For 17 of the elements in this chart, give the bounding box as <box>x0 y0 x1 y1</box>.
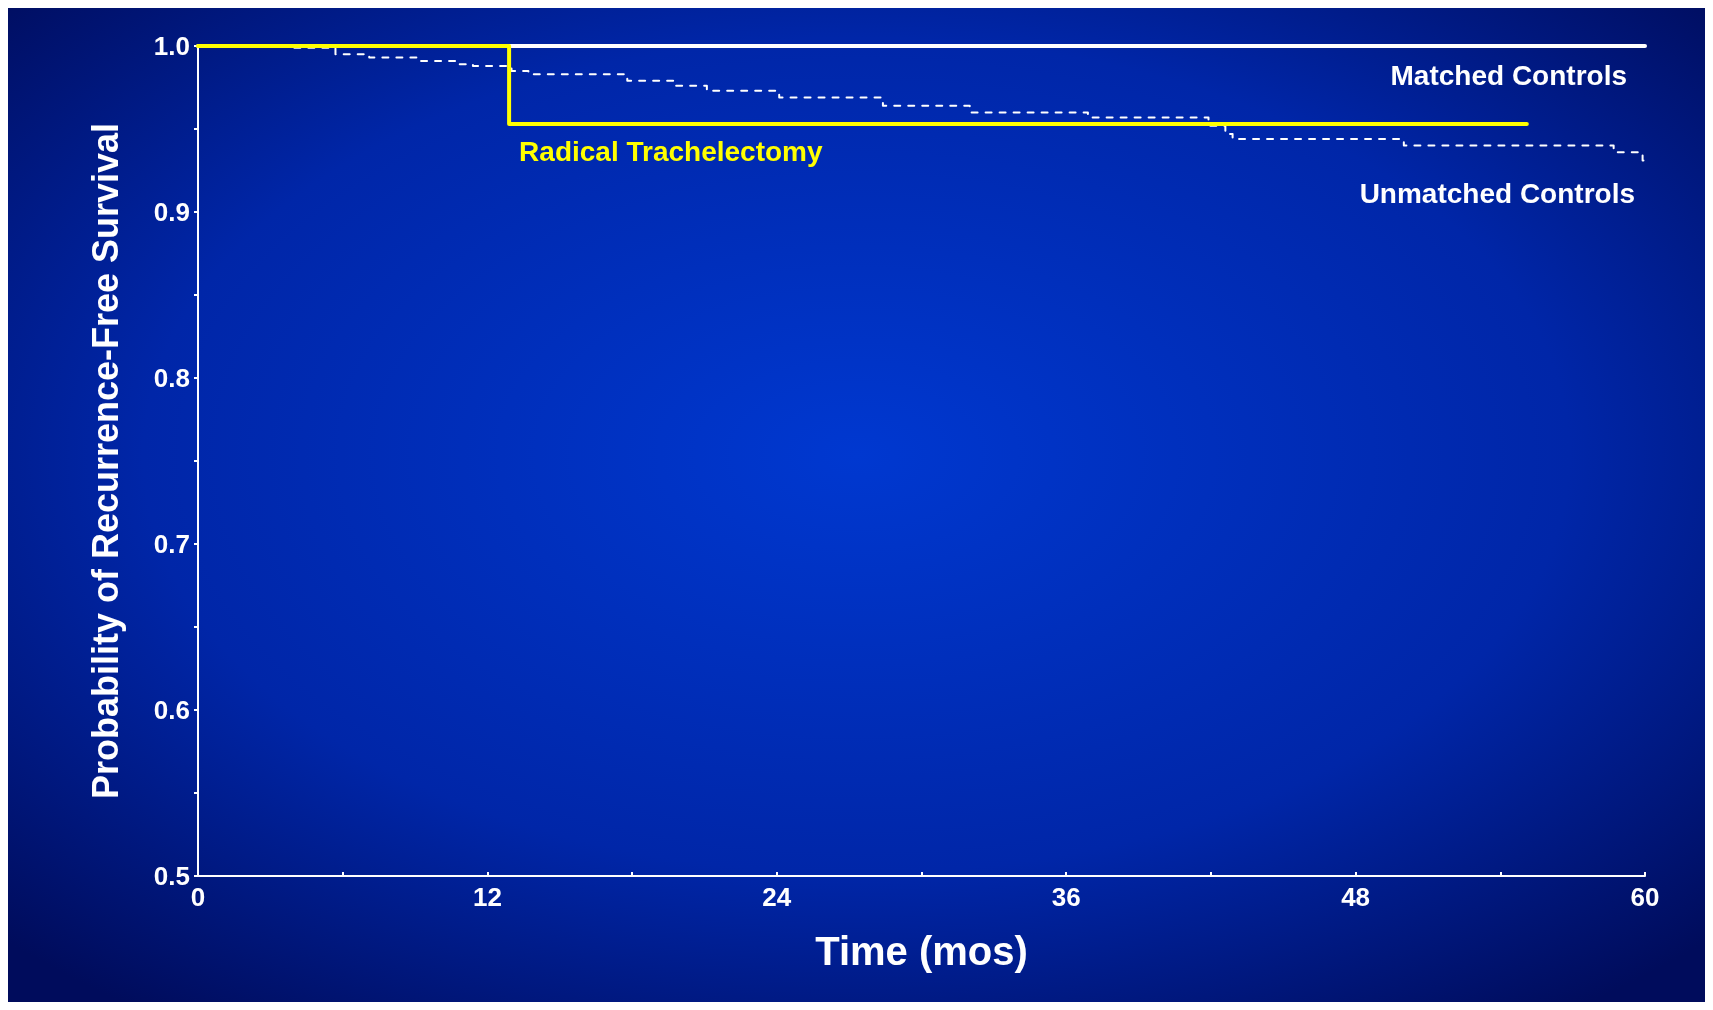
y-tick-label: 1.0 <box>153 31 190 61</box>
x-tick-label: 48 <box>1341 882 1371 912</box>
series-label: Matched Controls <box>1390 59 1627 91</box>
y-tick-label: 0.6 <box>153 695 190 725</box>
y-tick-label: 0.8 <box>153 363 190 393</box>
x-tick-label: 24 <box>762 882 792 912</box>
y-tick-label: 0.5 <box>153 861 190 891</box>
y-tick-label: 0.9 <box>153 197 190 227</box>
y-axis-title: Probability of Recurrence-Free Survival <box>84 122 126 800</box>
y-tick-label: 0.7 <box>153 529 190 559</box>
x-tick-label: 36 <box>1051 882 1081 912</box>
x-tick-label: 60 <box>1630 882 1660 912</box>
series-label: Radical Trachelectomy <box>519 135 824 167</box>
x-tick-label: 0 <box>190 882 206 912</box>
series-label: Unmatched Controls <box>1359 178 1635 210</box>
x-axis-title: Time (mos) <box>815 929 1028 973</box>
x-tick-label: 12 <box>472 882 502 912</box>
